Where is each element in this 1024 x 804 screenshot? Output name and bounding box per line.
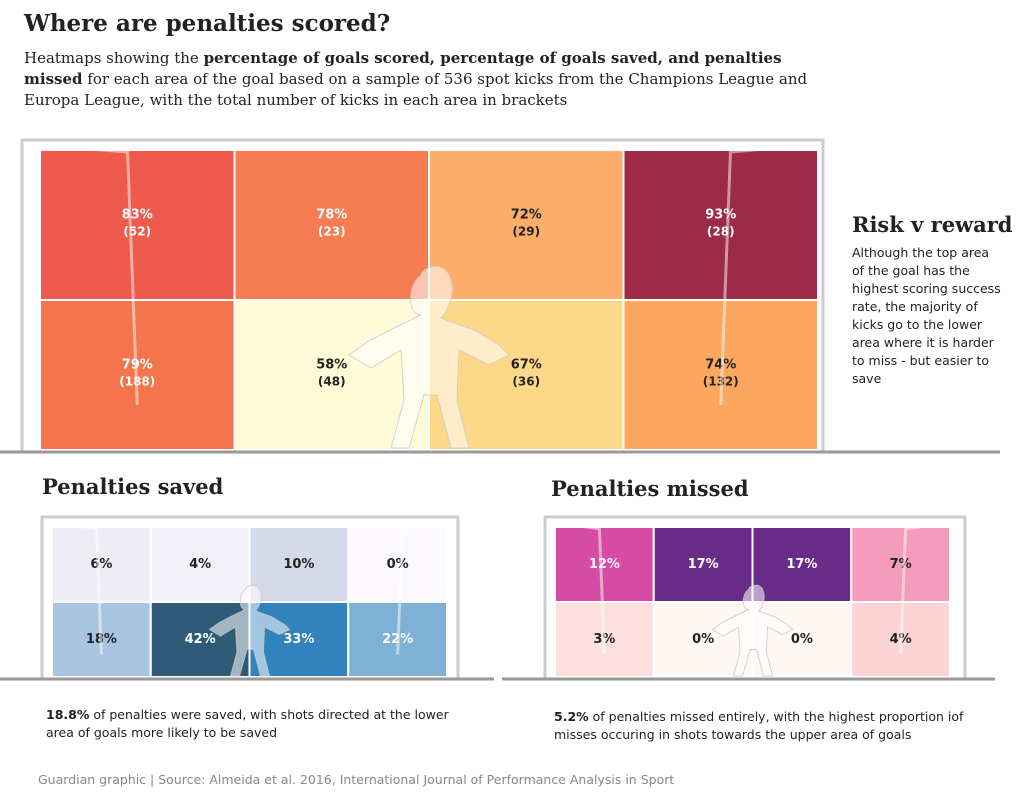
heat-cell bbox=[428, 149, 625, 301]
count-label: (52) bbox=[123, 225, 151, 239]
heat-cell bbox=[554, 526, 655, 603]
note-bold: 5.2% bbox=[554, 709, 589, 724]
net bbox=[548, 519, 606, 655]
value-label: 10% bbox=[283, 557, 314, 572]
note-text: of penalties missed entirely, with the h… bbox=[554, 709, 964, 742]
source: Guardian graphic | Source: Almeida et al… bbox=[38, 772, 675, 787]
goalkeeper bbox=[348, 265, 510, 449]
heat-cell bbox=[347, 526, 448, 603]
heat-cell bbox=[622, 149, 819, 301]
sidebar-title: Risk v reward bbox=[852, 212, 1013, 237]
count-label: (23) bbox=[318, 225, 346, 239]
chart-title: Penalties saved bbox=[42, 474, 224, 499]
value-label: 33% bbox=[283, 632, 314, 647]
value-label: 7% bbox=[890, 557, 912, 572]
count-label: (36) bbox=[512, 375, 540, 389]
count-label: (28) bbox=[707, 225, 735, 239]
goalkeeper bbox=[208, 584, 291, 677]
net bbox=[396, 519, 455, 655]
value-label: 0% bbox=[387, 557, 409, 572]
subtitle-text: Heatmaps showing the bbox=[24, 49, 204, 67]
heat-cell bbox=[233, 299, 430, 451]
note: 5.2% of penalties missed entirely, with … bbox=[554, 708, 974, 744]
net bbox=[25, 142, 139, 406]
heat-cell bbox=[39, 149, 236, 301]
value-label: 93% bbox=[705, 208, 736, 223]
value-label: 83% bbox=[122, 208, 153, 223]
chart-title: Penalties missed bbox=[551, 476, 749, 501]
net bbox=[45, 519, 103, 655]
net bbox=[899, 519, 962, 655]
net bbox=[719, 142, 820, 406]
value-label: 78% bbox=[316, 208, 347, 223]
value-label: 67% bbox=[511, 358, 542, 373]
subtitle: Heatmaps showing the percentage of goals… bbox=[24, 48, 844, 111]
value-label: 0% bbox=[791, 632, 813, 647]
count-label: (48) bbox=[318, 375, 346, 389]
value-label: 42% bbox=[185, 632, 216, 647]
goalkeeper bbox=[711, 584, 794, 677]
heat-cell bbox=[248, 526, 350, 603]
value-label: 17% bbox=[786, 557, 817, 572]
page-title: Where are penalties scored? bbox=[24, 10, 391, 37]
heat-cell bbox=[652, 601, 754, 678]
count-label: (29) bbox=[512, 225, 540, 239]
value-label: 0% bbox=[692, 632, 714, 647]
value-label: 17% bbox=[688, 557, 719, 572]
subtitle-bold: percentage of goals scored, percentage o… bbox=[24, 49, 782, 88]
heat-cell bbox=[850, 526, 951, 603]
subtitle-text: for each area of the goal based on a sam… bbox=[24, 70, 808, 109]
note: 18.8% of penalties were saved, with shot… bbox=[46, 706, 466, 742]
heat-cell bbox=[233, 149, 430, 301]
sidebar-text: Although the top area of the goal has th… bbox=[852, 245, 1001, 386]
value-label: 74% bbox=[705, 358, 736, 373]
value-label: 58% bbox=[316, 358, 347, 373]
value-label: 6% bbox=[90, 557, 112, 572]
goals: 83%(52)78%(23)72%(29)93%(28)79%(188)58%(… bbox=[0, 138, 1000, 681]
value-label: 12% bbox=[589, 557, 620, 572]
value-label: 4% bbox=[189, 557, 211, 572]
heat-cell bbox=[149, 601, 251, 678]
note-bold: 18.8% bbox=[46, 707, 90, 722]
value-label: 72% bbox=[511, 208, 542, 223]
value-label: 79% bbox=[122, 358, 153, 373]
note-text: of penalties were saved, with shots dire… bbox=[46, 707, 449, 740]
